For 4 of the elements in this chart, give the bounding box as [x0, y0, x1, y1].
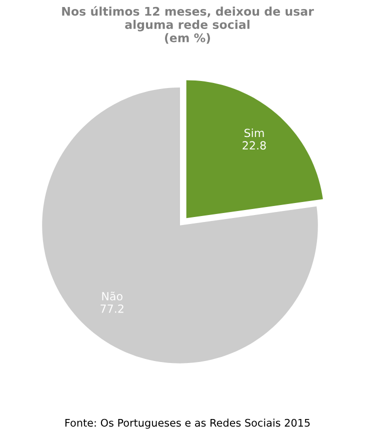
source-note: Fonte: Os Portugueses e as Redes Sociais 2015 [65, 418, 310, 429]
data-label: 22.8 [242, 141, 266, 150]
chart-title: Nos últimos 12 meses, deixou de usar alguma rede social (em %) [62, 6, 314, 44]
slice-label: Sim [244, 128, 264, 138]
